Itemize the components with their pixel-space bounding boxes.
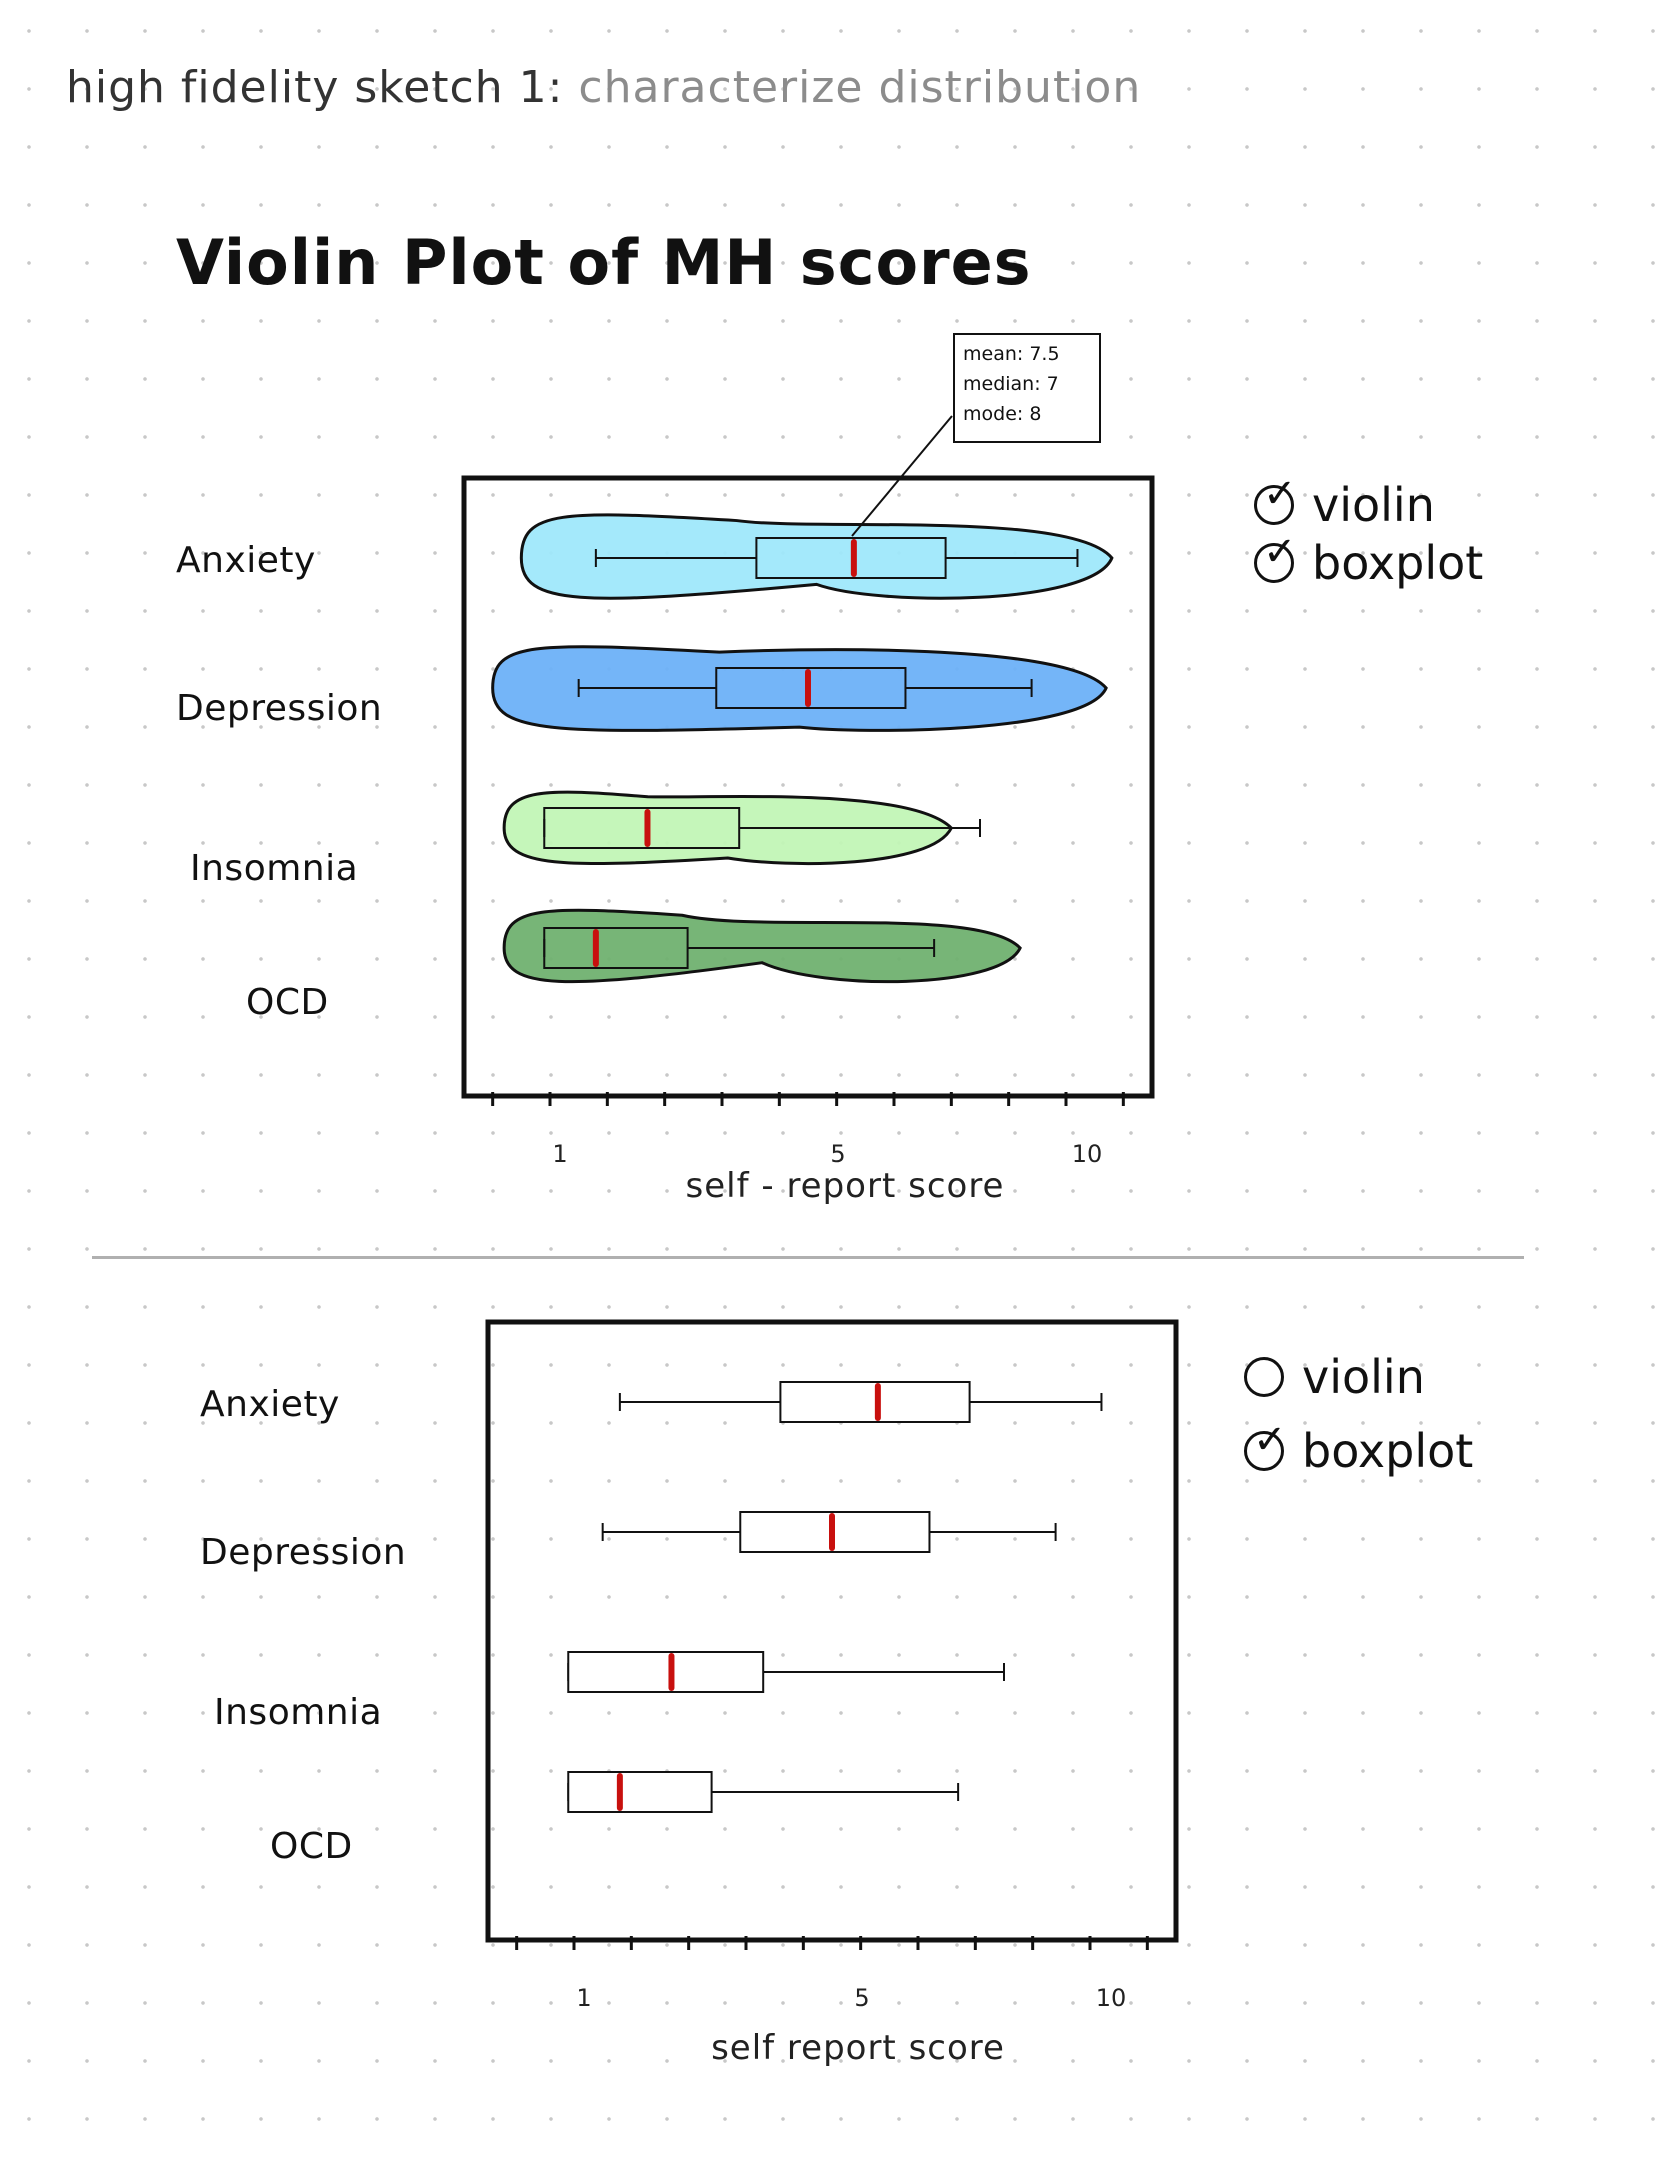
chart-title: Violin Plot of MH scores	[176, 226, 1032, 299]
violin-toggle[interactable]: ✓ violin	[1254, 474, 1435, 532]
stats-tooltip: mean: 7.5 median: 7 mode: 8	[953, 333, 1101, 443]
category-label-anxiety: Anxiety	[176, 540, 316, 581]
tooltip-mode: mode: 8	[963, 403, 1042, 425]
violin-toggle-label-2: violin	[1302, 1350, 1425, 1404]
boxplot-toggle-label: boxplot	[1312, 536, 1484, 590]
x-tick-label-10-2: 10	[1095, 1984, 1127, 2012]
heading-sub: characterize distribution	[578, 62, 1142, 113]
x-tick-label-1-2: 1	[576, 1984, 592, 2012]
plot-frame	[461, 475, 1155, 1099]
sketch-heading: high fidelity sketch 1: characterize dis…	[66, 62, 1141, 113]
x-tick-label-1: 1	[552, 1140, 568, 1168]
violin-outline-anxiety	[519, 513, 1114, 600]
checkbox-checked-icon: ✓	[1254, 474, 1297, 525]
category-label-insomnia-2: Insomnia	[214, 1692, 383, 1733]
checkbox-checked-icon: ✓	[1244, 1420, 1287, 1471]
violin-toggle-label: violin	[1312, 478, 1435, 532]
iqr-box-insomnia	[543, 807, 741, 849]
iqr-box-ocd	[543, 927, 689, 969]
category-label-ocd-2: OCD	[270, 1826, 353, 1867]
category-label-depression: Depression	[176, 688, 383, 729]
heading-main: high fidelity sketch 1:	[66, 62, 564, 113]
violin-insomnia	[504, 792, 952, 864]
iqr-box-depression	[715, 667, 907, 709]
tooltip-leader-line	[851, 415, 953, 537]
category-label-depression-2: Depression	[200, 1532, 407, 1573]
checkbox-checked-icon: ✓	[1254, 532, 1297, 583]
iqr-box-anxiety	[755, 537, 947, 579]
violin-plot	[461, 475, 1155, 1106]
x-tick-label-5: 5	[830, 1140, 846, 1168]
plot-frame	[485, 1319, 1179, 1943]
violin-anxiety	[521, 514, 1112, 599]
violin-outline-depression	[491, 645, 1108, 732]
x-axis-label: self - report score	[685, 1166, 1005, 1206]
section-divider	[92, 1256, 1524, 1259]
tooltip-median: median: 7	[963, 373, 1059, 395]
violin-toggle-2[interactable]: violin	[1244, 1350, 1425, 1404]
iqr-box-insomnia	[567, 1651, 765, 1693]
x-tick-label-5-2: 5	[854, 1984, 870, 2012]
category-label-ocd: OCD	[246, 982, 329, 1023]
tooltip-mean: mean: 7.5	[963, 343, 1060, 365]
boxplot-toggle[interactable]: ✓ boxplot	[1254, 532, 1484, 590]
x-axis-label-2: self report score	[711, 2028, 1005, 2068]
category-label-insomnia: Insomnia	[190, 848, 359, 889]
boxplot-toggle-label-2: boxplot	[1302, 1424, 1474, 1478]
category-label-anxiety-2: Anxiety	[200, 1384, 340, 1425]
boxplot-toggle-2[interactable]: ✓ boxplot	[1244, 1420, 1474, 1478]
violin-outline-ocd	[502, 908, 1022, 984]
x-tick-label-10: 10	[1071, 1140, 1103, 1168]
boxplot-chart	[485, 1319, 1179, 1950]
violin-depression	[492, 646, 1107, 731]
checkbox-unchecked-icon	[1244, 1357, 1284, 1397]
iqr-box-ocd	[567, 1771, 713, 1813]
